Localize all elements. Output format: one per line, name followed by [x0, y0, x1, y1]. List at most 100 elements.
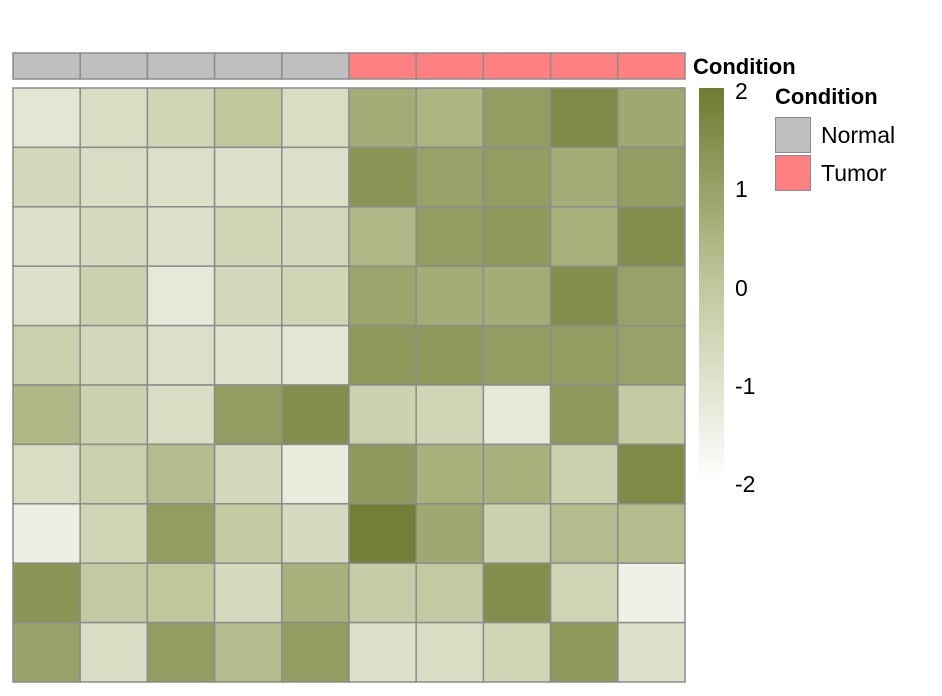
heatmap-cell [415, 384, 485, 446]
annotation-cell-tumor [348, 52, 417, 80]
heatmap-cell [482, 384, 552, 446]
heatmap-cell [415, 562, 485, 624]
heatmap-cell [79, 146, 149, 208]
annotation-title: Condition [693, 54, 796, 79]
heatmap-cell [617, 206, 686, 267]
heatmap-cell [348, 562, 417, 624]
heatmap-cell [281, 87, 350, 149]
heatmap-cell [146, 443, 216, 505]
heatmap-cell [146, 146, 216, 208]
heatmap-cell [482, 206, 552, 267]
heatmap-cell [549, 324, 619, 386]
heatmap-cell [348, 621, 417, 683]
heatmap-cell [281, 443, 350, 505]
heatmap-cell [415, 265, 485, 327]
heatmap-cell [617, 265, 686, 327]
heatmap-cell [415, 503, 485, 564]
annotation-cell-normal [12, 52, 81, 80]
heatmap-cell [213, 384, 283, 446]
heatmap-cell [617, 562, 686, 624]
heatmap-cell [281, 503, 350, 564]
heatmap-cell [482, 265, 552, 327]
heatmap-cell [79, 621, 149, 683]
heatmap-cell [146, 87, 216, 149]
heatmap-cell [348, 324, 417, 386]
heatmap-cell [146, 206, 216, 267]
heatmap-cell [617, 384, 686, 446]
heatmap-cell [482, 503, 552, 564]
heatmap-cell [146, 384, 216, 446]
heatmap-cell [79, 443, 149, 505]
heatmap-cell [79, 206, 149, 267]
heatmap-cell [79, 324, 149, 386]
annotation-cell-normal [146, 52, 216, 80]
condition-annotation-bar [12, 52, 686, 80]
heatmap-cell [281, 562, 350, 624]
annotation-cell-normal [79, 52, 149, 80]
heatmap-cell [415, 206, 485, 267]
legend-label: Normal [821, 121, 896, 148]
heatmap-cell [213, 621, 283, 683]
heatmap-cell [549, 503, 619, 564]
heatmap-cell [482, 324, 552, 386]
heatmap-cell [12, 443, 81, 505]
legend-swatch-tumor [775, 155, 811, 191]
heatmap-cell [146, 621, 216, 683]
annotation-cell-tumor [549, 52, 619, 80]
heatmap-cell [348, 503, 417, 564]
heatmap-cell [617, 87, 686, 149]
annotation-cell-tumor [617, 52, 686, 80]
heatmap-cell [482, 621, 552, 683]
heatmap-cell [549, 443, 619, 505]
heatmap-cell [617, 324, 686, 386]
heatmap-cell [549, 87, 619, 149]
heatmap-cell [482, 146, 552, 208]
heatmap-cell [213, 324, 283, 386]
heatmap-cell [146, 503, 216, 564]
heatmap-cell [617, 621, 686, 683]
heatmap-cell [12, 621, 81, 683]
heatmap-cell [617, 503, 686, 564]
heatmap-cell [12, 562, 81, 624]
heatmap-cell [549, 206, 619, 267]
legend-label: Tumor [821, 159, 887, 186]
colorbar [699, 88, 724, 481]
heatmap-cell [213, 87, 283, 149]
heatmap-cell [348, 206, 417, 267]
annotation-cell-normal [213, 52, 283, 80]
heatmap-cell [79, 87, 149, 149]
heatmap-cell [549, 146, 619, 208]
colorbar-tick: -1 [735, 373, 756, 399]
heatmap-cell [348, 265, 417, 327]
heatmap-grid [12, 87, 686, 683]
colorbar-tick: 2 [735, 78, 748, 104]
heatmap-cell [482, 443, 552, 505]
heatmap-cell [79, 562, 149, 624]
heatmap-cell [482, 87, 552, 149]
heatmap-cell [482, 562, 552, 624]
heatmap-cell [549, 265, 619, 327]
heatmap-cell [12, 146, 81, 208]
heatmap-cell [415, 146, 485, 208]
heatmap-cell [348, 146, 417, 208]
annotation-cell-tumor [415, 52, 485, 80]
heatmap-cell [12, 87, 81, 149]
heatmap-cell [415, 621, 485, 683]
heatmap-cell [415, 87, 485, 149]
legend-title: Condition [775, 84, 878, 109]
heatmap-cell [415, 443, 485, 505]
heatmap-cell [79, 503, 149, 564]
heatmap-cell [617, 443, 686, 505]
heatmap-cell [348, 443, 417, 505]
heatmap-cell [146, 562, 216, 624]
heatmap-cell [79, 384, 149, 446]
annotation-cell-normal [281, 52, 350, 80]
heatmap-cell [281, 324, 350, 386]
heatmap-cell [617, 146, 686, 208]
heatmap-cell [146, 324, 216, 386]
colorbar-tick: 0 [735, 275, 748, 301]
heatmap-cell [213, 265, 283, 327]
annotation-cell-tumor [482, 52, 552, 80]
heatmap-cell [281, 384, 350, 446]
